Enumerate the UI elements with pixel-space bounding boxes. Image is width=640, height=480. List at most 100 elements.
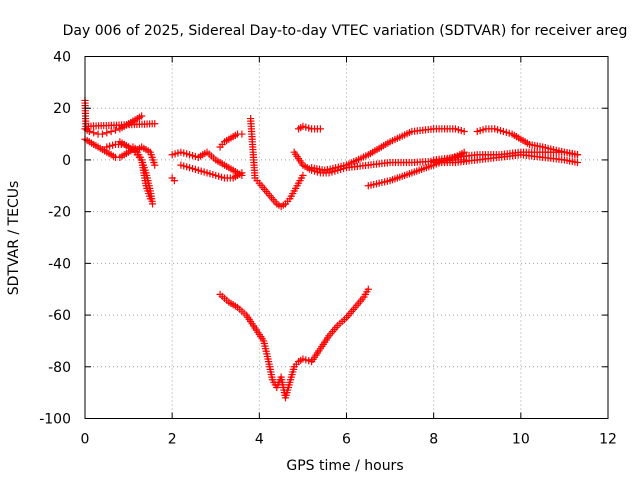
data-point [451, 125, 460, 133]
data-point [188, 164, 197, 173]
data-point [180, 149, 188, 157]
series-arc-h [168, 174, 178, 185]
data-point [302, 356, 310, 364]
y-tick-label: 20 [53, 101, 71, 117]
chart-title: Day 006 of 2025, Sidereal Day-to-day VTE… [63, 23, 628, 39]
data-point [305, 124, 313, 132]
data-point [151, 120, 159, 128]
data-point [454, 126, 462, 134]
data-point [337, 162, 345, 170]
data-point [106, 142, 114, 150]
data-point [215, 172, 223, 180]
y-tick-labels: -100 -80 -60 -40 -20 0 20 40 [39, 50, 71, 428]
data-point [107, 127, 115, 136]
series-arc-q [473, 125, 582, 159]
data-point [151, 161, 159, 169]
data-point [326, 165, 334, 173]
data-point [191, 165, 200, 174]
data-point [188, 152, 197, 160]
data-point [547, 145, 555, 153]
data-point [499, 127, 507, 136]
data-point [544, 144, 552, 152]
data-point [493, 126, 502, 134]
data-point [558, 147, 566, 156]
data-point [183, 163, 191, 171]
data-point [378, 178, 386, 187]
x-tick-label: 8 [429, 432, 438, 448]
x-tick-label: 12 [599, 432, 617, 448]
series-arc-p [430, 151, 582, 167]
y-tick-label: 40 [53, 50, 71, 66]
data-point [85, 127, 93, 136]
x-tick-label: 10 [512, 432, 530, 448]
data-point [329, 164, 337, 172]
data-point [197, 167, 205, 175]
data-point [299, 171, 307, 180]
y-tick-label: -20 [48, 205, 71, 221]
data-point [177, 161, 185, 169]
data-point [209, 170, 217, 179]
data-point [174, 149, 182, 157]
series-arc-l [294, 122, 324, 133]
data-point [168, 151, 176, 159]
data-point [194, 166, 202, 174]
data-point [170, 177, 178, 185]
data-point [171, 150, 179, 158]
x-tick-label: 2 [168, 432, 177, 448]
data-point [372, 180, 381, 188]
x-tick-label: 0 [81, 432, 90, 448]
x-axis-label: GPS time / hours [286, 458, 403, 474]
data-point [212, 171, 220, 180]
series-arc-r [216, 285, 372, 402]
data-point [476, 127, 484, 135]
data-point [103, 129, 111, 137]
data-point [299, 355, 307, 363]
x-tick-label: 6 [342, 432, 351, 448]
y-tick-label: -100 [39, 412, 71, 428]
data-point [186, 164, 194, 172]
series-arc-d [116, 138, 159, 169]
data-point [541, 144, 549, 152]
data-point [505, 129, 513, 137]
data-point [370, 180, 378, 189]
data-point [203, 169, 211, 177]
data-point [177, 148, 185, 156]
data-point [367, 181, 375, 189]
series-arc-g [177, 161, 246, 182]
series-arc-n [308, 125, 468, 174]
y-tick-label: 0 [62, 153, 71, 169]
data-point [186, 151, 194, 159]
data-point [183, 150, 191, 158]
data-point [148, 200, 157, 208]
data-point [238, 130, 246, 138]
data-point [364, 182, 372, 190]
data-point [321, 166, 329, 174]
series-arc-e [81, 96, 159, 130]
data-point [457, 127, 465, 135]
data-point [496, 127, 505, 135]
data-point [305, 357, 313, 365]
data-point [238, 169, 246, 177]
data-point [332, 164, 340, 172]
data-point [375, 179, 383, 187]
series-arc-b [81, 135, 154, 203]
data-point [460, 127, 468, 136]
data-point [111, 126, 120, 134]
series-arc-f [168, 148, 246, 180]
data-point [555, 147, 563, 155]
data-point [491, 125, 499, 133]
data-point [323, 166, 332, 174]
series-arc-j [247, 114, 307, 211]
series-arc-m [364, 148, 468, 190]
data-point [549, 145, 558, 154]
data-points [81, 96, 582, 402]
data-point [539, 143, 547, 151]
data-point [552, 146, 560, 154]
data-point [109, 141, 117, 149]
data-point [206, 170, 214, 178]
data-point [316, 125, 324, 133]
x-tick-labels: 0 2 4 6 8 10 12 [81, 432, 617, 448]
grid-lines [85, 56, 608, 419]
data-point [340, 162, 348, 170]
